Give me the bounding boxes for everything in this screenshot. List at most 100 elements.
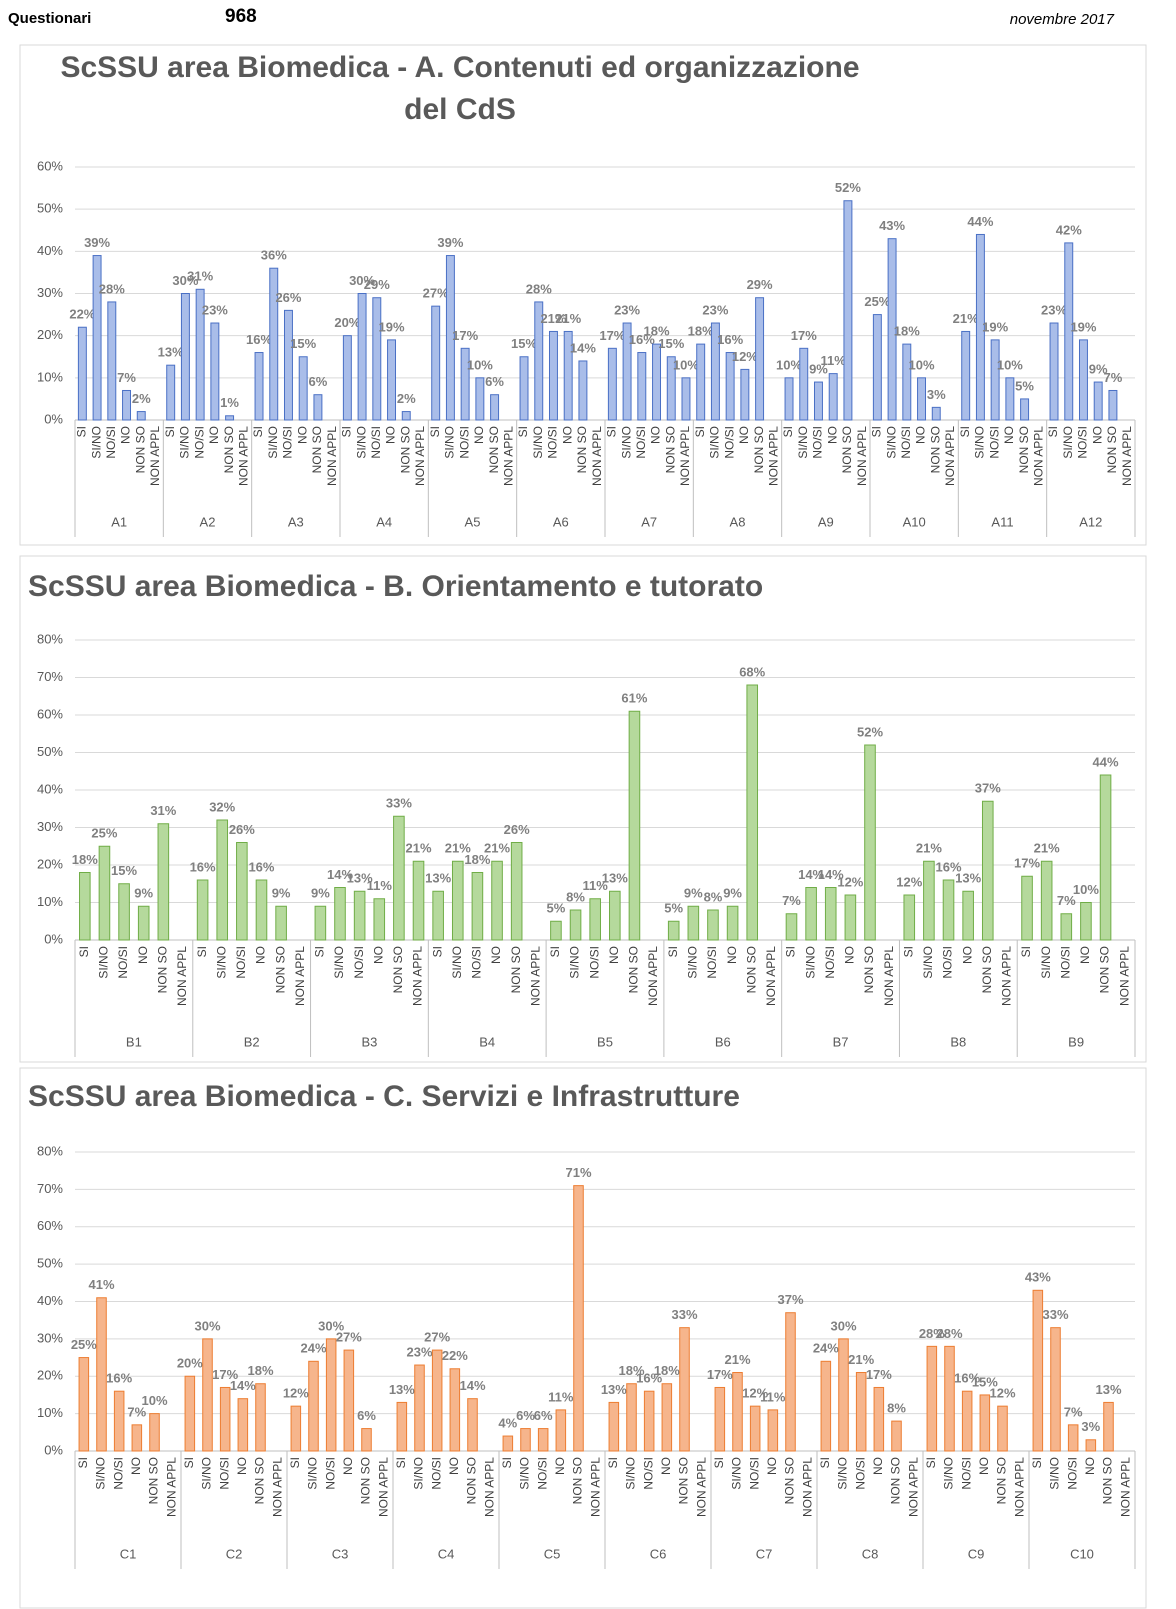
bar [118,883,130,941]
bar [902,343,912,421]
x-tick-label: SI [516,426,530,437]
bar [1032,1289,1044,1452]
x-tick-label: NO/SI [104,426,118,459]
bar [78,1357,90,1452]
x-tick-label: SI/NO [266,426,280,459]
bar [767,1409,779,1452]
bar [537,1428,549,1452]
data-label: 33% [671,1307,697,1322]
x-tick-label: NON APPL [270,1457,284,1517]
data-label: 16% [106,1371,132,1386]
x-tick-label: NON SO [359,1457,373,1504]
data-label: 23% [202,302,228,317]
bar [725,352,735,421]
data-label: 12% [742,1386,768,1401]
x-tick-label: NO [119,426,133,444]
group-label: C10 [1070,1546,1094,1561]
x-tick-label: NON SO [1017,426,1031,473]
bar [891,1420,902,1452]
bar [113,1390,125,1452]
data-label: 12% [896,874,922,889]
bar [342,335,352,421]
y-tick-label: 70% [37,669,63,684]
bar [334,887,346,941]
x-tick-label: NON APPL [764,946,778,1006]
bar [755,297,765,421]
data-label: 39% [84,235,110,250]
x-tick-label: SI/NO [942,1457,956,1490]
data-label: 19% [982,319,1008,334]
x-tick-label: NO [825,426,839,444]
x-tick-label: SI/NO [354,426,368,459]
group-label: A10 [903,514,926,529]
x-tick-label: SI [76,1457,90,1468]
bar [732,1372,743,1452]
data-label: 7% [1057,893,1076,908]
bar [643,1390,655,1452]
bar [589,898,601,941]
x-tick-label: NON SO [571,1457,585,1504]
x-tick-label: NO [472,426,486,444]
x-tick-label: NON SO [783,1457,797,1504]
group-label: B4 [479,1034,495,1049]
x-tick-label: NO/SI [217,1457,231,1490]
group-label: A8 [730,514,746,529]
bar [785,1312,796,1452]
x-tick-label: SI [958,426,972,437]
x-tick-label: NO/SI [705,946,719,979]
data-label: 7% [117,370,136,385]
x-tick-label: SI [251,426,265,437]
data-label: 20% [334,315,360,330]
bar [828,373,838,421]
data-label: 10% [997,357,1023,372]
y-tick-label: 20% [37,327,63,342]
data-label: 18% [618,1363,644,1378]
x-tick-label: NO/SI [1065,1457,1079,1490]
data-label: 36% [261,248,287,263]
bar [131,1424,143,1452]
data-label: 26% [275,290,301,305]
data-label: 15% [511,336,537,351]
bar [1049,322,1059,421]
data-label: 22% [69,307,95,322]
bar [98,845,111,941]
data-label: 17% [866,1367,892,1382]
chart-title: ScSSU area Biomedica - C. Servizi e Infr… [28,1080,740,1113]
bar [679,1327,690,1452]
x-tick-label: NO [1090,426,1104,444]
data-label: 19% [1070,319,1096,334]
data-label: 6% [485,374,504,389]
data-label: 43% [879,218,905,233]
data-label: 24% [813,1341,839,1356]
bar [219,1386,231,1452]
bar [475,377,485,421]
bar [887,238,897,421]
x-tick-label: NON APPL [482,1457,496,1517]
bar [431,1349,443,1452]
bar [785,913,798,941]
x-tick-label: NO/SI [111,1457,125,1490]
x-tick-label: NON SO [1105,426,1119,473]
bar [799,347,809,421]
x-tick-label: NON SO [995,1457,1009,1504]
x-tick-label: SI/NO [178,426,192,459]
bar [136,411,146,421]
x-tick-label: NON SO [980,946,994,993]
x-tick-label: NO/SI [634,426,648,459]
bar [784,377,794,421]
bar [843,200,853,421]
data-label: 13% [158,345,184,360]
bar [820,1360,832,1452]
data-label: 9% [684,886,703,901]
x-tick-label: NO/SI [116,946,130,979]
panel [19,555,1147,1063]
data-label: 7% [782,893,801,908]
data-label: 18% [464,852,490,867]
x-tick-label: SI/NO [836,1457,850,1490]
x-tick-label: NON SO [156,946,170,993]
x-tick-label: SI [75,426,89,437]
data-label: 8% [887,1401,906,1416]
bar [726,905,739,941]
x-tick-label: SI/NO [1039,946,1053,979]
data-label: 13% [425,871,451,886]
